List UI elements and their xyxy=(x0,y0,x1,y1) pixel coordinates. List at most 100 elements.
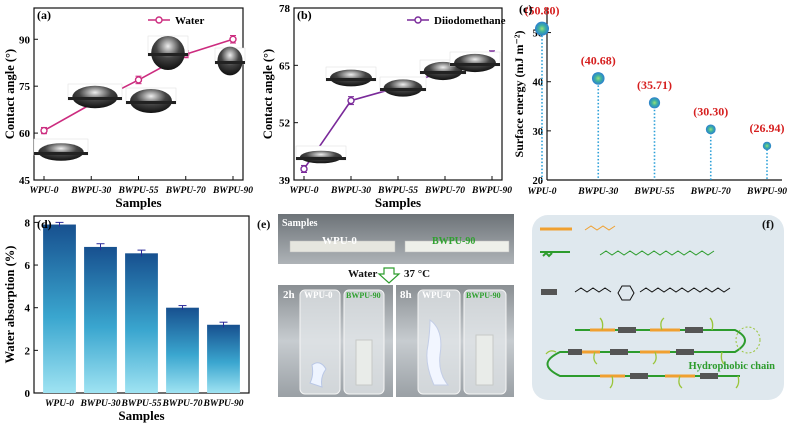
hard-segment-structure xyxy=(574,285,731,301)
y-axis-label: Surface energy (mJ m⁻²) xyxy=(512,31,526,158)
panel-f-letter: (f) xyxy=(762,217,774,231)
x-tick-label: BWPU-90 xyxy=(212,186,253,196)
x-tick-label: BWPU-70 xyxy=(165,186,206,196)
y-tick-label: 20 xyxy=(533,176,544,187)
panel-a-chart: 45 60 75 90 WPU-0 BWPU-30 BWPU-55 BWPU-70 BWPU-9… xyxy=(3,7,253,210)
vial-bwpu90-label: BWPU-90 xyxy=(346,291,381,300)
hydrophobic-chain-label: Hydrophobic chain xyxy=(689,361,776,372)
peg-structure xyxy=(584,225,616,231)
data-label: (50.80) xyxy=(525,4,560,18)
film-sample xyxy=(355,339,373,386)
y-axis-label: Water absorption (%) xyxy=(3,246,17,364)
x-tick-label: BWPU-90 xyxy=(746,187,787,197)
x-tick-label: WPU-0 xyxy=(29,186,58,196)
data-point xyxy=(300,165,308,173)
data-point xyxy=(591,72,605,85)
x-axis-label: Samples xyxy=(115,195,161,210)
x-tick-label: BWPU-70 xyxy=(161,399,202,409)
panel-e-photos: Samples WPU-0 BWPU-90 Water 37 °C 2h 8h … xyxy=(257,214,514,397)
substrate xyxy=(450,63,500,66)
y-tick-label: 2 xyxy=(25,345,31,357)
x-tick-label: BWPU-55 xyxy=(120,399,161,409)
data-point xyxy=(762,141,772,151)
data-label: (30.30) xyxy=(693,104,728,118)
x-tick-label: BWPU-70 xyxy=(424,186,465,196)
strip-wpu0 xyxy=(289,240,396,253)
y-axis-label: Contact angle (°) xyxy=(3,49,17,139)
bar xyxy=(125,253,158,393)
film-sample xyxy=(475,334,494,386)
substrate xyxy=(215,61,245,64)
down-arrow-icon xyxy=(377,267,401,284)
x-tick-label: BWPU-90 xyxy=(202,399,243,409)
data-point xyxy=(648,97,661,109)
bar xyxy=(207,324,240,393)
x-tick-label: BWPU-30 xyxy=(79,399,120,409)
y-tick-label: 90 xyxy=(19,34,31,46)
x-tick-label: WPU-0 xyxy=(527,187,556,197)
x-tick-label: BWPU-55 xyxy=(633,187,674,197)
x-tick-label: WPU-0 xyxy=(289,186,318,196)
y-tick-label: 40 xyxy=(533,78,544,89)
substrate xyxy=(148,53,188,56)
hydrophobic-side-chains xyxy=(545,317,740,389)
bar xyxy=(166,307,199,393)
data-label: (40.68) xyxy=(581,53,616,67)
castor-oil-structure xyxy=(599,250,715,256)
temp-label: 37 °C xyxy=(404,268,430,280)
y-tick-label: 45 xyxy=(19,175,31,187)
substrate xyxy=(380,88,426,91)
substrate xyxy=(326,78,376,81)
data-label: (35.71) xyxy=(637,78,672,92)
vial-2h-label: 2h xyxy=(283,289,295,301)
y-tick-label: 30 xyxy=(533,127,544,138)
y-tick-label: 6 xyxy=(25,260,31,272)
panel-letter: (c) xyxy=(519,2,532,16)
y-tick-label: 52 xyxy=(279,118,291,130)
hydrophobic-highlight xyxy=(735,326,761,354)
strip-photo xyxy=(278,214,514,264)
substrate xyxy=(34,152,88,155)
water-label: Water xyxy=(348,268,377,280)
x-tick-label: WPU-0 xyxy=(45,399,74,409)
x-tick-label: BWPU-90 xyxy=(471,186,512,196)
legend-label: Diiodomethane xyxy=(434,15,506,27)
soft-segment-symbol xyxy=(540,251,570,258)
schematic-background xyxy=(532,215,784,400)
droplet-image xyxy=(217,46,243,76)
panel-letter: (b) xyxy=(297,8,312,22)
film-sample xyxy=(426,319,450,386)
panel-f-schematic: (f) Hydrophobic chain xyxy=(532,215,784,400)
y-tick-label: 8 xyxy=(25,217,31,229)
bar xyxy=(43,224,76,393)
x-tick-label: BWPU-70 xyxy=(690,187,731,197)
y-tick-label: 4 xyxy=(25,303,31,315)
panel-e-letter: (e) xyxy=(257,217,270,231)
panel-letter: (a) xyxy=(37,8,51,22)
x-axis-label: Samples xyxy=(118,408,164,423)
x-tick-label: BWPU-55 xyxy=(377,186,418,196)
x-tick-label: BWPU-30 xyxy=(577,187,618,197)
panel-letter: (d) xyxy=(37,217,52,231)
vial-wpu0-label: WPU-0 xyxy=(422,290,451,300)
x-tick-label: BWPU-55 xyxy=(117,186,158,196)
film-sample xyxy=(309,362,327,388)
substrate xyxy=(68,97,122,100)
data-point xyxy=(134,76,143,84)
substrate xyxy=(420,71,466,74)
strip-bwpu90 xyxy=(404,240,510,253)
strip-bwpu90-label: BWPU-90 xyxy=(432,236,475,247)
data-point xyxy=(535,21,549,36)
strip-wpu0-label: WPU-0 xyxy=(322,235,357,247)
y-tick-label: 60 xyxy=(19,128,31,140)
y-tick-label: 39 xyxy=(279,175,291,187)
data-point xyxy=(229,35,237,43)
y-tick-label: 78 xyxy=(279,3,291,15)
data-label: (26.94) xyxy=(750,121,785,135)
vial-8h-label: 8h xyxy=(400,289,412,301)
legend-marker xyxy=(155,16,163,24)
panel-e-samples-label: Samples xyxy=(282,218,318,229)
x-axis-label: Samples xyxy=(375,195,421,210)
x-tick-label: BWPU-30 xyxy=(70,186,111,196)
